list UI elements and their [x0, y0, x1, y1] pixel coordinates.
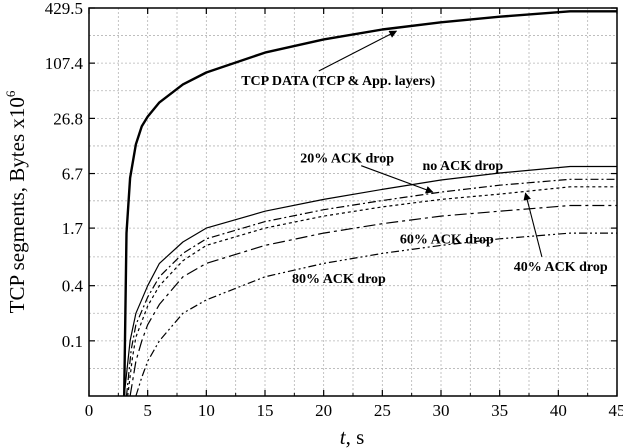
grid	[89, 7, 617, 396]
series-line-2	[125, 178, 617, 397]
y-tick-label: 107.4	[45, 54, 84, 73]
x-tick-label: 20	[315, 401, 332, 420]
x-tick-label: 40	[550, 401, 567, 420]
axis-ticks: 0 5 10 15 20 25 30 35 40 45 0.1 0.4 1.7 6.7 26.8 107.4 4…	[45, 0, 623, 420]
x-tick-label: 10	[198, 401, 215, 420]
annotation-arrow-4	[523, 192, 543, 258]
annotation-label-4: 40% ACK drop	[514, 260, 608, 275]
y-tick-label: 26.8	[53, 109, 83, 128]
annotation-arrow-1	[361, 165, 434, 194]
y-axis-title-exponent: 6	[3, 90, 18, 97]
series-group	[123, 10, 617, 397]
x-axis-title-unit: , s	[346, 425, 365, 448]
y-tick-label: 0.1	[62, 332, 83, 351]
annotation-label-5: 80% ACK drop	[292, 272, 386, 287]
y-tick-label: 429.5	[45, 0, 83, 18]
x-tick-label: 5	[143, 401, 152, 420]
series-line-1	[123, 165, 617, 397]
x-axis-title: t, s	[340, 425, 365, 448]
x-tick-label: 0	[85, 401, 94, 420]
annotation-label-0: TCP DATA (TCP & App. layers)	[241, 74, 435, 89]
x-axis-title-italic: t	[340, 425, 347, 448]
x-tick-label: 35	[491, 401, 508, 420]
series-line-5	[135, 232, 617, 397]
annotation-arrow-0	[318, 30, 398, 72]
series-line-0	[123, 10, 617, 397]
y-axis-title: TCP segments, Bytes x106	[3, 90, 29, 313]
annotation-label-2: no ACK drop	[423, 159, 504, 174]
y-tick-label: 6.7	[62, 165, 84, 184]
y-axis-title-text: TCP segments, Bytes x10	[5, 97, 29, 313]
annotations: TCP DATA (TCP & App. layers) 20% ACK drop…	[241, 30, 608, 287]
x-tick-label: 25	[374, 401, 391, 420]
x-tick-label: 30	[433, 401, 450, 420]
annotation-label-3: 60% ACK drop	[400, 233, 494, 248]
y-tick-label: 1.7	[62, 219, 84, 238]
series-line-4	[129, 204, 617, 397]
x-tick-label: 45	[609, 401, 623, 420]
annotation-label-1: 20% ACK drop	[300, 152, 394, 167]
x-tick-label: 15	[257, 401, 274, 420]
y-tick-label: 0.4	[62, 277, 84, 296]
